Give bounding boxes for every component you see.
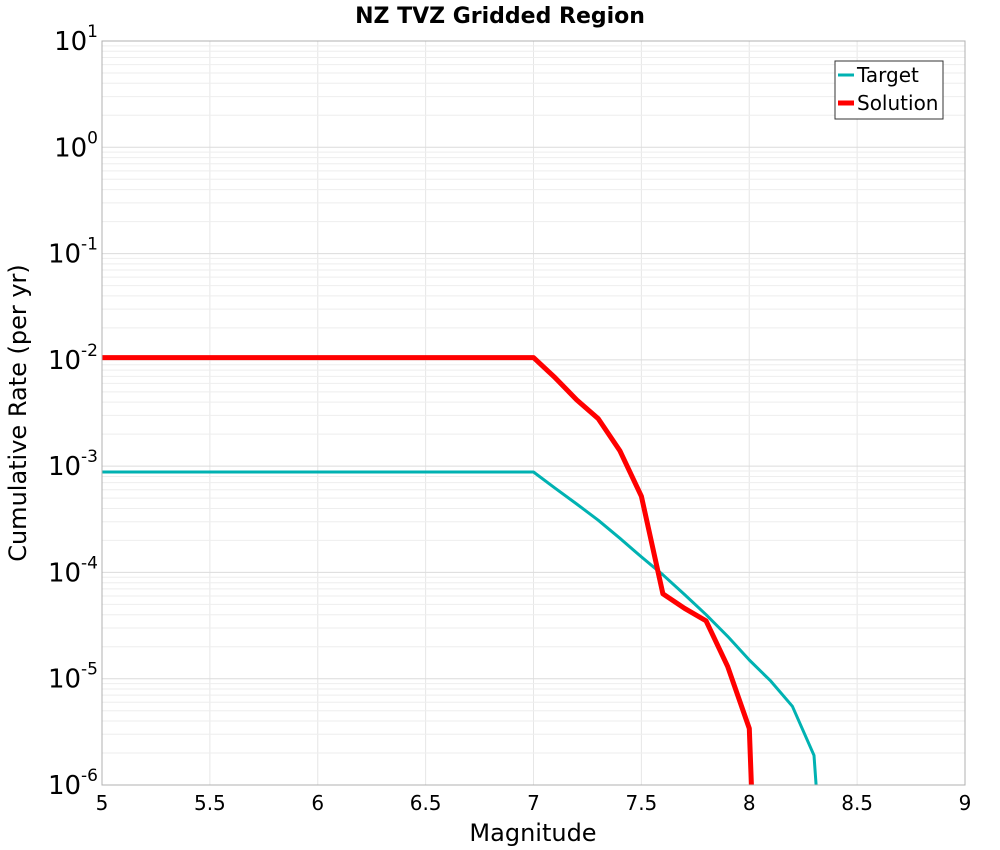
legend-box <box>834 60 944 120</box>
y-tick-label: 10-2 <box>48 341 98 376</box>
legend-solution-label: Solution <box>857 91 938 115</box>
y-tick-label: 10-4 <box>48 553 98 588</box>
x-tick-label: 8 <box>743 791 756 815</box>
x-tick-labels: 5 5.5 6 6.5 7 7.5 8 8.5 9 <box>96 791 972 815</box>
x-tick-label: 7 <box>527 791 540 815</box>
x-tick-label: 7.5 <box>625 791 657 815</box>
x-tick-label: 8.5 <box>841 791 873 815</box>
x-tick-label: 6.5 <box>410 791 442 815</box>
y-tick-label: 10-6 <box>48 766 98 801</box>
chart-title: NZ TVZ Gridded Region <box>355 4 645 29</box>
x-tick-label: 6 <box>311 791 324 815</box>
y-tick-label: 10-5 <box>48 660 98 695</box>
x-tick-label: 9 <box>959 791 972 815</box>
y-tick-label: 101 <box>54 22 98 57</box>
series-line-target <box>102 470 818 786</box>
x-tick-label: 5.5 <box>194 791 226 815</box>
x-tick-label: 5 <box>96 791 109 815</box>
y-tick-label: 10-1 <box>48 235 98 270</box>
legend: Target Solution <box>834 60 944 120</box>
series-layer <box>102 355 818 786</box>
y-axis-label: Cumulative Rate (per yr) <box>4 264 32 562</box>
plot-frame <box>101 40 966 786</box>
y-tick-label: 10-3 <box>48 447 98 482</box>
series-line-solution <box>102 355 754 786</box>
y-tick-label: 100 <box>54 128 98 163</box>
legend-target-label: Target <box>856 63 919 87</box>
y-tick-labels: 10-6 10-5 10-4 10-3 10-2 10-1 100 101 <box>48 22 98 801</box>
x-axis-label: Magnitude <box>469 819 596 847</box>
